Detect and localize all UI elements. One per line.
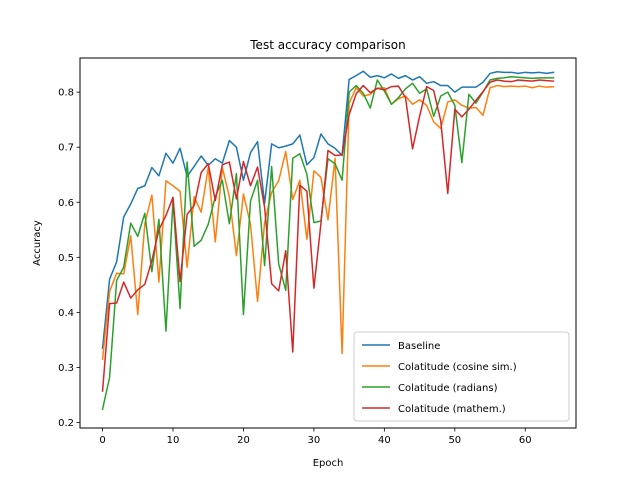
y-tick-label: 0.4 — [58, 308, 74, 319]
x-tick-label: 60 — [519, 435, 532, 446]
legend-label-1: Baseline — [398, 341, 440, 352]
y-tick-label: 0.6 — [58, 198, 74, 209]
y-tick-label: 0.5 — [58, 253, 74, 264]
legend-box — [353, 331, 570, 422]
x-tick-label: 0 — [99, 435, 105, 446]
y-tick-label: 0.2 — [58, 418, 74, 429]
plot-frame — [79, 57, 577, 429]
x-tick-label: 10 — [167, 435, 180, 446]
x-tick-label: 50 — [448, 435, 461, 446]
y-axis: 0.2 0.3 0.4 0.5 0.6 0.7 0.8 — [58, 88, 80, 429]
x-tick-label: 40 — [378, 435, 391, 446]
y-axis-label: Accuracy — [32, 220, 43, 266]
series-line-2 — [101, 84, 555, 361]
chart-title: Test accuracy comparison — [249, 38, 405, 52]
series-line-3 — [101, 75, 555, 411]
x-axis: 0 10 20 30 40 50 60 — [99, 428, 532, 446]
y-tick-label: 0.3 — [58, 363, 74, 374]
y-tick-label: 0.8 — [58, 88, 74, 99]
legend-label-3: Colatitude (radians) — [398, 383, 498, 394]
series-line-1 — [101, 70, 555, 349]
legend: Baseline Colatitude (cosine sim.) Colatitu… — [353, 331, 570, 422]
x-axis-label: Epoch — [313, 458, 344, 469]
series-line-4 — [101, 79, 555, 392]
series-layer — [101, 70, 555, 411]
x-tick-label: 20 — [237, 435, 250, 446]
legend-label-4: Colatitude (mathem.) — [398, 404, 506, 415]
legend-label-2: Colatitude (cosine sim.) — [398, 362, 517, 373]
x-tick-label: 30 — [308, 435, 321, 446]
y-tick-label: 0.7 — [58, 143, 74, 154]
